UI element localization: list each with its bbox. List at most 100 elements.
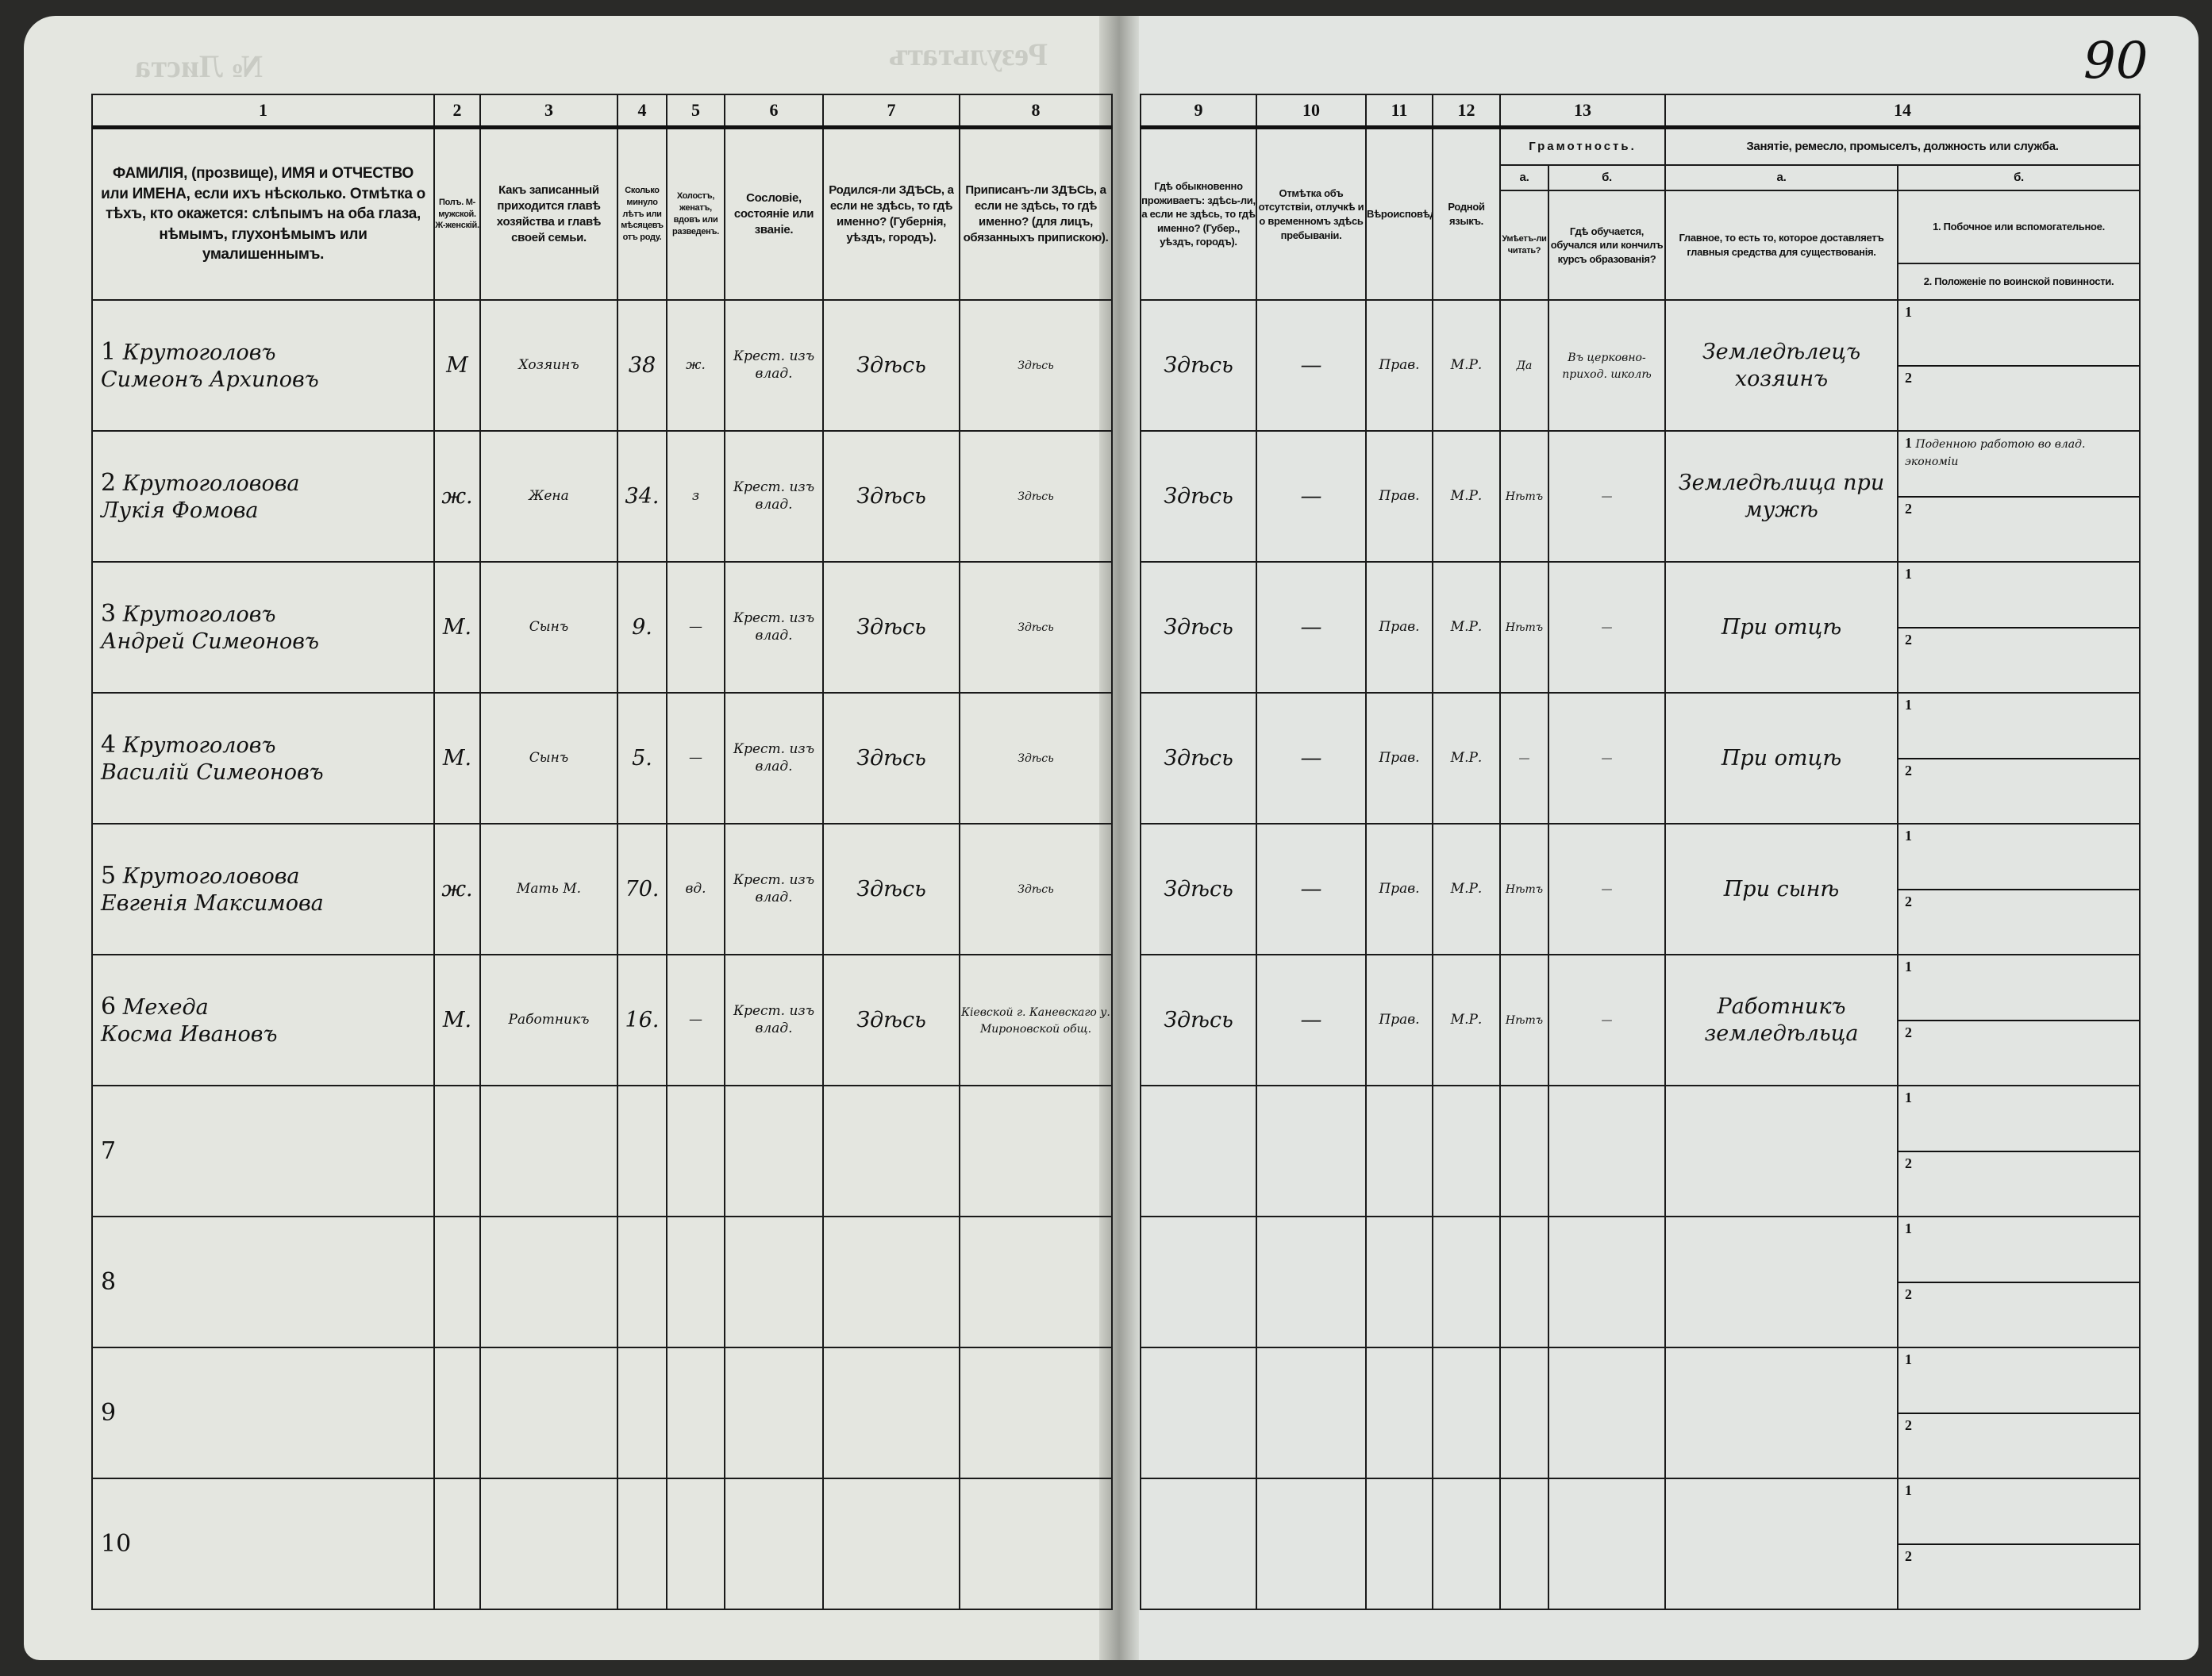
absence-cell: —: [1256, 299, 1367, 432]
literacy-cell: Да: [1499, 299, 1549, 432]
residence-cell-text: Здѣсь: [1164, 352, 1233, 378]
language-cell-text: М.Р.: [1450, 356, 1483, 373]
relation-cell: Сынъ: [479, 692, 618, 825]
military-subcell: 2: [1899, 498, 2138, 561]
col-number: 5: [666, 94, 725, 129]
secondary-cell: 1 2: [1897, 299, 2141, 432]
education-cell: [1548, 1478, 1666, 1610]
col-number: 10: [1256, 94, 1367, 129]
gutter-cell: [1112, 824, 1141, 955]
born-cell: Здѣсь: [822, 954, 960, 1086]
language-cell-text: М.Р.: [1450, 880, 1483, 897]
age-cell: [617, 1478, 667, 1610]
residence-cell: Здѣсь: [1140, 823, 1257, 955]
education-cell: —: [1548, 823, 1666, 955]
sex-cell-text: ж.: [441, 483, 473, 509]
age-cell-text: 38: [628, 352, 656, 378]
sub-label: 1: [1905, 697, 1912, 713]
born-cell: [822, 1085, 960, 1217]
col-number: 6: [724, 94, 824, 129]
education-cell: [1548, 1085, 1666, 1217]
row-number: 8: [101, 1267, 117, 1296]
registered-cell: Здѣсь: [959, 823, 1113, 955]
surname: Крутоголовъ: [122, 340, 276, 365]
secondary-cell: 1 2: [1897, 1085, 2141, 1217]
sub-label: 2: [1905, 1417, 1912, 1433]
sub-label: 1: [1905, 1351, 1912, 1367]
sex-cell: М.: [433, 692, 481, 825]
military-subcell: 2: [1899, 890, 2138, 954]
marital-cell-text: —: [689, 749, 702, 766]
secondary-text: Поденною работою во влад. экономіи: [1905, 438, 2086, 468]
estate-cell-text: Крест. изъ влад.: [733, 872, 815, 905]
relation-cell: [479, 1478, 618, 1610]
relation-cell: Сынъ: [479, 561, 618, 694]
absence-cell-text: —: [1300, 1007, 1322, 1032]
name-cell: 4 Крутоголовъ Василій Симеоновъ: [91, 692, 435, 825]
religion-cell: [1365, 1216, 1433, 1348]
header-language: Родной языкъ.: [1432, 126, 1501, 301]
header-literacy: Грамотность.: [1499, 126, 1666, 166]
header-religion: Вѣроисповѣданіе.: [1365, 126, 1433, 301]
secondary-subcell: 1: [1899, 1218, 2138, 1283]
header-sex: Полъ. М-мужской. Ж-женскій.: [433, 126, 481, 301]
table-row: 2 Крутоголовова Лукія Фомова ж. Жена 34. з Кре…: [91, 430, 2141, 563]
estate-cell: [724, 1085, 824, 1217]
relation-cell: [479, 1216, 618, 1348]
sub-label: 1: [1905, 828, 1912, 844]
residence-cell: Здѣсь: [1140, 299, 1257, 432]
sub-label: 1: [1905, 566, 1912, 582]
sub-label: 1: [1905, 1482, 1912, 1498]
sex-cell: ж.: [433, 823, 481, 955]
sub-label: 2: [1905, 1547, 1912, 1564]
marital-cell-text: —: [689, 618, 702, 635]
born-cell: Здѣсь: [822, 561, 960, 694]
secondary-subcell: 1: [1899, 694, 2138, 759]
registered-cell-text: Здѣсь: [1018, 359, 1054, 373]
sub-label: 1: [1905, 1090, 1912, 1105]
military-subcell: 2: [1899, 628, 2138, 692]
relation-cell-text: Мать М.: [516, 880, 582, 897]
literacy-cell-text: Нѣтъ: [1505, 621, 1544, 635]
language-cell-text: М.Р.: [1450, 618, 1483, 635]
secondary-subcell: 1: [1899, 956, 2138, 1021]
sub-label: 2: [1905, 893, 1912, 909]
religion-cell-text: Прав.: [1379, 487, 1420, 504]
military-subcell: 2: [1899, 1545, 2138, 1609]
secondary-subcell: 1: [1899, 1087, 2138, 1152]
religion-cell-text: Прав.: [1379, 749, 1420, 766]
secondary-subcell: 1: [1899, 302, 2138, 367]
born-cell: Здѣсь: [822, 430, 960, 563]
relation-cell: Жена: [479, 430, 618, 563]
secondary-cell: 1 2: [1897, 1478, 2141, 1610]
religion-cell: Прав.: [1365, 954, 1433, 1086]
gutter-cell: [1112, 128, 1141, 301]
residence-cell: [1140, 1085, 1257, 1217]
registered-cell: Здѣсь: [959, 299, 1113, 432]
absence-cell: [1256, 1085, 1367, 1217]
estate-cell: Крест. изъ влад.: [724, 299, 824, 432]
age-cell-text: 5.: [632, 745, 652, 771]
registered-cell: Здѣсь: [959, 430, 1113, 563]
secondary-cell: 1 Поденною работою во влад. экономіи 2: [1897, 430, 2141, 563]
marital-cell: —: [666, 692, 725, 825]
table-row: 3 Крутоголовъ Андрей Симеоновъ М. Сынъ 9. — Кр…: [91, 561, 2141, 694]
literacy-cell: —: [1499, 692, 1549, 825]
religion-cell: [1365, 1478, 1433, 1610]
header-letter: а.: [1499, 164, 1549, 191]
literacy-cell-text: —: [1518, 752, 1530, 766]
sub-label: 2: [1905, 631, 1912, 648]
age-cell: [617, 1085, 667, 1217]
marital-cell: з: [666, 430, 725, 563]
occupation-cell-text: При сынѣ: [1723, 876, 1840, 901]
relation-cell: Мать М.: [479, 823, 618, 955]
estate-cell-text: Крест. изъ влад.: [733, 479, 815, 513]
absence-cell: —: [1256, 954, 1367, 1086]
education-cell-text: —: [1601, 621, 1613, 635]
education-cell: Въ церковно-приход. школѣ: [1548, 299, 1666, 432]
language-cell: [1432, 1478, 1501, 1610]
language-cell: [1432, 1216, 1501, 1348]
estate-cell-text: Крест. изъ влад.: [733, 348, 815, 382]
language-cell: [1432, 1347, 1501, 1479]
registered-cell: [959, 1478, 1113, 1610]
